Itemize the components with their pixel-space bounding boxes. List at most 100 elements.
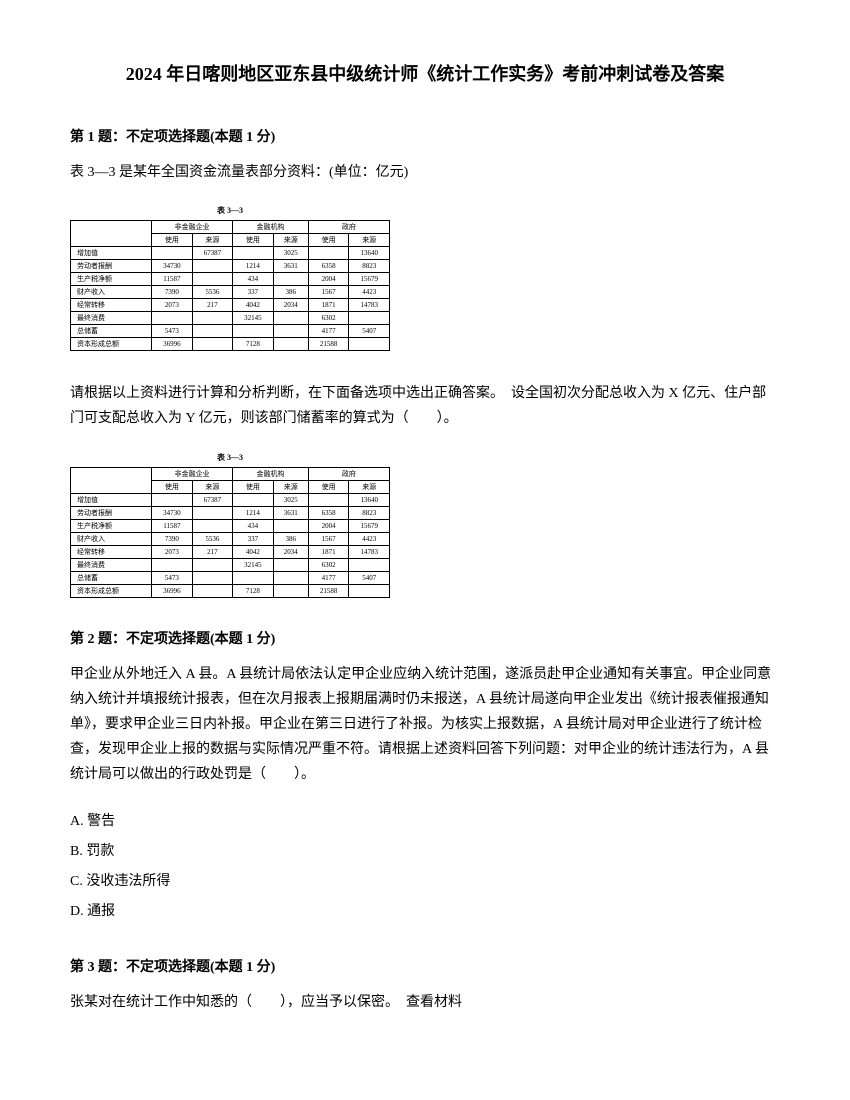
table-row: 资本形成总额36996712821588 <box>71 338 390 351</box>
table-caption: 表 3—3 <box>70 205 390 216</box>
table-row-label: 经常转移 <box>71 299 152 312</box>
table-cell: 11587 <box>152 519 193 532</box>
table-cell: 2004 <box>308 519 349 532</box>
table-cell <box>349 312 390 325</box>
table-sub-header: 来源 <box>273 234 308 247</box>
table-row-label: 资本形成总额 <box>71 584 152 597</box>
table-cell <box>192 571 233 584</box>
q1-table-1: 表 3—3 非金融企业 金融机构 政府 使用 来源 使用 来源 使用 来源 增加… <box>70 205 780 351</box>
table-cell: 2034 <box>273 545 308 558</box>
table-row: 总储蓄547341775407 <box>71 571 390 584</box>
q2-body: 甲企业从外地迁入 A 县。A 县统计局依法认定甲企业应纳入统计范围，遂派员赴甲企… <box>70 662 780 788</box>
table-cell: 3631 <box>273 506 308 519</box>
data-table: 表 3—3 非金融企业 金融机构 政府 使用 来源 使用 来源 使用 来源 增加… <box>70 452 390 598</box>
table-row: 财产收入7390553633738615674423 <box>71 532 390 545</box>
q1-intro: 表 3—3 是某年全国资金流量表部分资料：(单位：亿元) <box>70 160 780 185</box>
table-cell: 4177 <box>308 571 349 584</box>
table-cell <box>192 338 233 351</box>
document-title: 2024 年日喀则地区亚东县中级统计师《统计工作实务》考前冲刺试卷及答案 <box>70 60 780 86</box>
table-cell <box>192 312 233 325</box>
table-sub-header: 使用 <box>152 234 193 247</box>
table-sub-header: 使用 <box>308 480 349 493</box>
table-cell: 1871 <box>308 299 349 312</box>
table-cell: 15679 <box>349 519 390 532</box>
table-cell: 217 <box>192 545 233 558</box>
table-row-label: 总储蓄 <box>71 571 152 584</box>
table-cell <box>192 519 233 532</box>
table-row-label: 最终消费 <box>71 558 152 571</box>
table-cell: 6358 <box>308 260 349 273</box>
table-cell <box>233 493 274 506</box>
table-cell: 5473 <box>152 325 193 338</box>
table-cell <box>233 247 274 260</box>
table-cell <box>152 247 193 260</box>
table-cell <box>273 584 308 597</box>
table-cell <box>273 558 308 571</box>
table-cell <box>308 247 349 260</box>
table-cell: 4042 <box>233 299 274 312</box>
table-cell <box>233 571 274 584</box>
table-row: 资本形成总额36996712821588 <box>71 584 390 597</box>
table-cell: 7390 <box>152 286 193 299</box>
table-cell <box>192 584 233 597</box>
table-cell: 4423 <box>349 532 390 545</box>
table-group-header: 金融机构 <box>233 221 309 234</box>
q2-option-c: C. 没收违法所得 <box>70 868 780 896</box>
table-caption: 表 3—3 <box>70 452 390 463</box>
table-row-label: 劳动者报酬 <box>71 260 152 273</box>
table-row-label: 增加值 <box>71 247 152 260</box>
table-cell: 8823 <box>349 506 390 519</box>
table-cell: 3631 <box>273 260 308 273</box>
table-cell: 8823 <box>349 260 390 273</box>
table-cell: 386 <box>273 532 308 545</box>
table-cell: 21588 <box>308 338 349 351</box>
data-table: 表 3—3 非金融企业 金融机构 政府 使用 来源 使用 来源 使用 来源 增加… <box>70 205 390 351</box>
table-cell: 1214 <box>233 506 274 519</box>
table-cell <box>192 558 233 571</box>
table-row-label: 财产收入 <box>71 532 152 545</box>
table-row-label: 最终消费 <box>71 312 152 325</box>
table-cell <box>273 338 308 351</box>
table-cell: 5407 <box>349 571 390 584</box>
table-row: 劳动者报酬347301214363163588823 <box>71 260 390 273</box>
q3-header: 第 3 题：不定项选择题(本题 1 分) <box>70 956 780 976</box>
table-cell: 14783 <box>349 299 390 312</box>
table-cell <box>349 558 390 571</box>
q3-body: 张某对在统计工作中知悉的（ ），应当予以保密。 查看材料 <box>70 990 780 1015</box>
table-cell: 5536 <box>192 286 233 299</box>
table-cell: 13640 <box>349 493 390 506</box>
table-sub-header: 来源 <box>192 234 233 247</box>
table-cell: 1567 <box>308 286 349 299</box>
table-row: 经常转移207321740422034187114783 <box>71 545 390 558</box>
table-row-label: 总储蓄 <box>71 325 152 338</box>
table-cell: 6358 <box>308 506 349 519</box>
table-row-label: 劳动者报酬 <box>71 506 152 519</box>
table-cell <box>273 312 308 325</box>
table-cell <box>273 325 308 338</box>
table-group-header: 政府 <box>308 221 389 234</box>
table-cell: 2073 <box>152 299 193 312</box>
table-cell <box>273 571 308 584</box>
table-cell <box>192 260 233 273</box>
table-cell <box>152 558 193 571</box>
table-cell: 434 <box>233 273 274 286</box>
table-row-label: 生产税净额 <box>71 273 152 286</box>
table-cell <box>192 325 233 338</box>
table-cell: 434 <box>233 519 274 532</box>
table-row-label: 生产税净额 <box>71 519 152 532</box>
table-row: 财产收入7390553633738615674423 <box>71 286 390 299</box>
table-row-label: 增加值 <box>71 493 152 506</box>
table-cell: 21588 <box>308 584 349 597</box>
table-row: 最终消费321456302 <box>71 312 390 325</box>
table-cell: 36996 <box>152 338 193 351</box>
table-cell: 4423 <box>349 286 390 299</box>
table-row: 总储蓄547341775407 <box>71 325 390 338</box>
table-sub-header: 使用 <box>308 234 349 247</box>
table-cell: 6302 <box>308 558 349 571</box>
table-cell: 4177 <box>308 325 349 338</box>
table-cell <box>349 338 390 351</box>
table-sub-header: 使用 <box>233 234 274 247</box>
table-cell: 7128 <box>233 338 274 351</box>
table-cell: 2073 <box>152 545 193 558</box>
table-cell: 32145 <box>233 312 274 325</box>
